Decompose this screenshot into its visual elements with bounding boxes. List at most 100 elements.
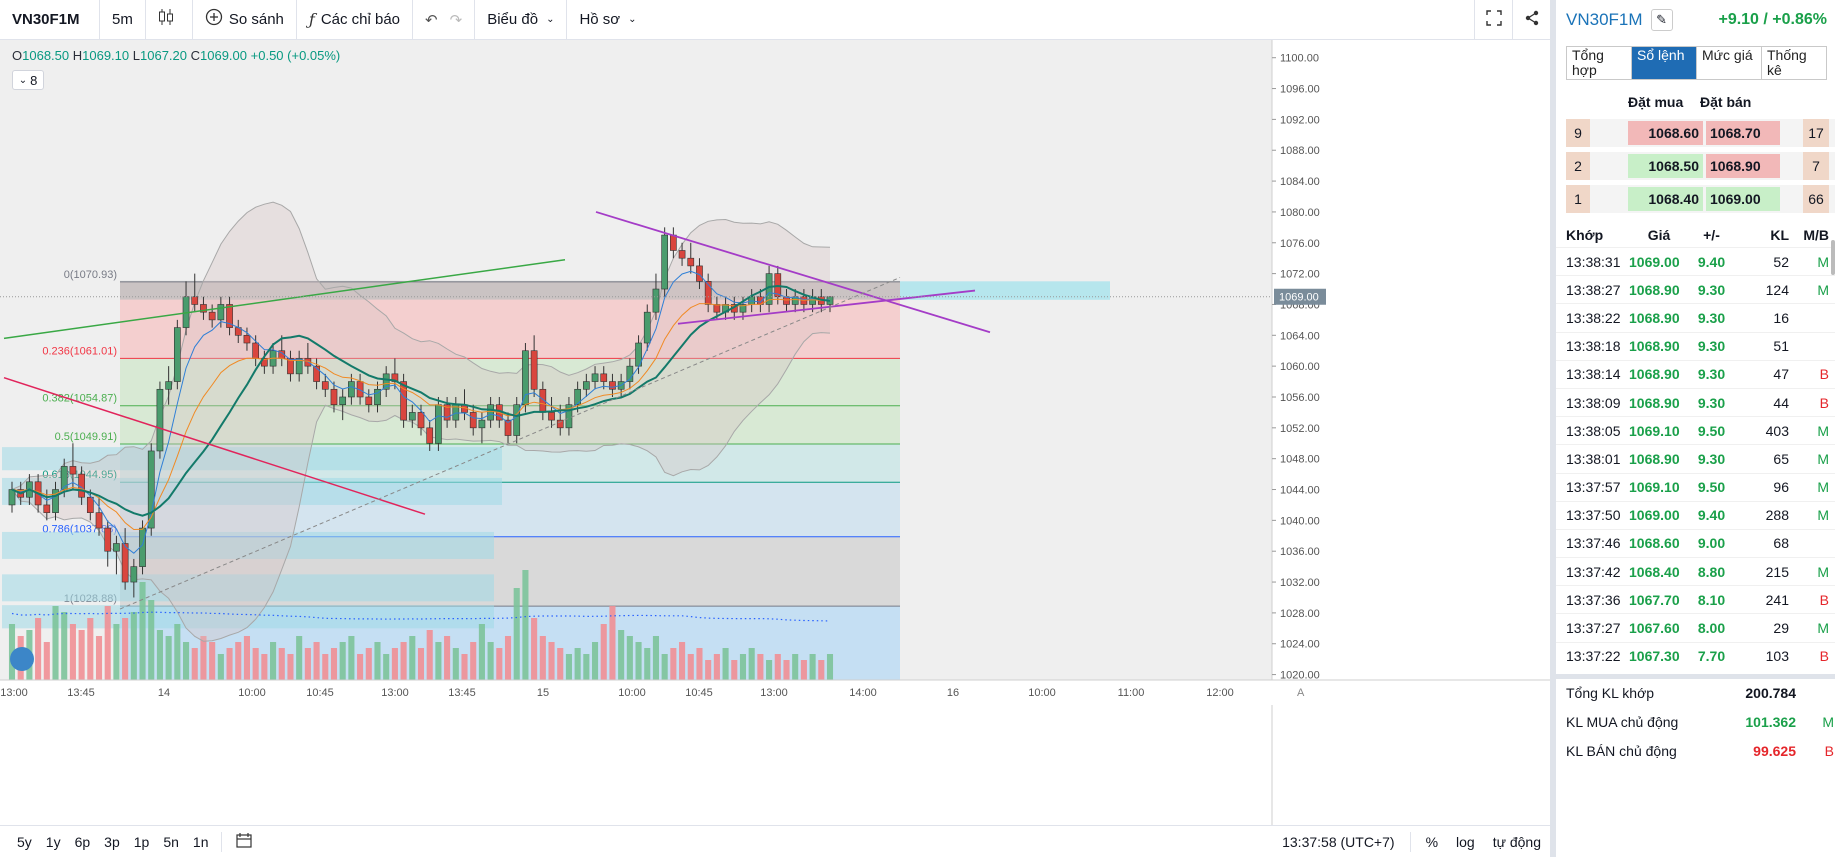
bid-price[interactable]: 1068.50: [1628, 154, 1703, 178]
summary-side: M: [1822, 714, 1834, 731]
range-button-1p[interactable]: 1p: [133, 833, 150, 850]
candle-body: [95, 512, 103, 529]
volume-bar: [496, 648, 503, 690]
candle-body: [156, 388, 164, 452]
volume-bar: [235, 642, 242, 690]
tab-0[interactable]: Tổng hợp: [1567, 47, 1632, 79]
interval-button[interactable]: 5m: [100, 0, 146, 40]
trade-row: 13:37:57 1069.10 9.50 96 M: [1556, 472, 1835, 501]
trades-time-header: Khớp: [1566, 227, 1604, 243]
bid-price[interactable]: 1068.40: [1628, 187, 1703, 211]
ask-price[interactable]: 1069.00: [1706, 187, 1780, 211]
trade-row: 13:38:09 1068.90 9.30 44 B: [1556, 387, 1835, 416]
divider: [1409, 831, 1411, 852]
chart-menu-button[interactable]: Biểu đồ ⌄: [475, 0, 568, 40]
bid-price[interactable]: 1068.60: [1628, 121, 1703, 145]
range-button-1y[interactable]: 1y: [45, 833, 61, 850]
compare-button[interactable]: So sánh: [193, 0, 297, 40]
price-tick-label: 1032.00: [1280, 577, 1320, 589]
range-button-1n[interactable]: 1n: [192, 833, 209, 850]
volume-bar: [35, 618, 42, 690]
bid-count: 1: [1566, 185, 1590, 213]
percent-scale-toggle[interactable]: %: [1425, 833, 1439, 850]
ask-price[interactable]: 1068.70: [1706, 121, 1780, 145]
time-tick-label: 13:00: [0, 687, 28, 699]
divider: [221, 831, 223, 852]
trade-change: 8.80: [1697, 563, 1726, 580]
range-button-3p[interactable]: 3p: [104, 833, 120, 850]
time-tick-label: 14: [158, 687, 170, 699]
volume-bar: [748, 648, 755, 690]
volume-bar: [357, 654, 364, 690]
share-button[interactable]: [1512, 0, 1550, 40]
trade-time: 13:38:22: [1566, 309, 1621, 326]
volume-bar: [583, 654, 590, 690]
compare-label: So sánh: [228, 11, 284, 28]
volume-bar: [61, 612, 68, 690]
chevron-down-icon: ⌄: [546, 14, 555, 25]
candle-body: [348, 381, 355, 398]
trade-time: 13:38:31: [1566, 253, 1621, 270]
trade-row: 13:37:36 1067.70 8.10 241 B: [1556, 585, 1835, 613]
ask-count: 66: [1803, 185, 1829, 213]
profile-menu-label: Hồ sơ: [579, 11, 621, 28]
tab-3[interactable]: Thống kê: [1767, 47, 1807, 78]
indicators-button[interactable]: ƒ Các chỉ báo: [297, 0, 414, 40]
edit-symbol-button[interactable]: ✎: [1650, 9, 1673, 31]
volume-bar: [722, 648, 729, 690]
panel-tabs: Tổng hợp Sổ lệnh Mức giá Thống kê: [1566, 46, 1827, 80]
candle-body: [374, 388, 381, 405]
candle-body: [530, 350, 538, 390]
volume-bar: [609, 606, 616, 690]
order-book-row: 2 1068.50 1068.90 7: [1566, 152, 1835, 180]
range-button-6p[interactable]: 6p: [74, 833, 91, 850]
trade-price: 1067.30: [1629, 648, 1680, 665]
time-tick-label: 13:00: [381, 687, 409, 699]
tab-1[interactable]: Sổ lệnh: [1632, 47, 1697, 79]
price-tick-label: 1064.00: [1280, 330, 1320, 342]
ohlc-high: 1069.10: [82, 48, 130, 63]
indicator-legend-toggle[interactable]: ⌄ 8: [12, 70, 44, 90]
range-button-5y[interactable]: 5y: [17, 833, 32, 850]
volume-bar: [670, 648, 677, 690]
profile-menu-button[interactable]: Hồ sơ ⌄: [567, 0, 648, 40]
bottom-right: 13:37:58 (UTC+7) % log tự động: [1273, 831, 1550, 852]
trades-scrollbar[interactable]: [1831, 240, 1835, 275]
candle-body: [113, 543, 120, 552]
last-price-label: 1069.00: [1279, 292, 1319, 304]
volume-bar: [409, 636, 416, 690]
price-chart[interactable]: 0(1070.93)0.236(1061.01)0.382(1054.87)0.…: [0, 40, 1550, 825]
trade-change: 9.00: [1697, 535, 1726, 552]
trade-time: 13:37:27: [1566, 620, 1621, 637]
ma-fast: [11, 270, 831, 554]
candles-icon: [158, 8, 174, 31]
chart-style-button[interactable]: [146, 0, 193, 40]
price-axis-bg: [1272, 40, 1550, 700]
trades-list[interactable]: 13:38:31 1069.00 9.40 52 M 13:38:27 1068.90 9.3…: [1556, 247, 1835, 670]
undo-icon[interactable]: ↶: [425, 11, 438, 29]
time-tick-label: 10:00: [1028, 687, 1056, 699]
trades-side-header: M/B: [1803, 227, 1829, 243]
volume-bar: [400, 642, 407, 690]
chevron-down-icon: ⌄: [628, 14, 637, 25]
symbol-search-button[interactable]: VN30F1M: [0, 0, 100, 40]
log-scale-toggle[interactable]: log: [1456, 833, 1475, 850]
volume-bar: [226, 648, 233, 690]
ask-price[interactable]: 1068.90: [1706, 154, 1780, 178]
auto-scale-toggle[interactable]: tự động: [1492, 833, 1541, 850]
candle-body: [739, 304, 747, 313]
candle-body: [313, 365, 320, 382]
tab-2[interactable]: Mức giá: [1697, 47, 1762, 79]
candle-body: [208, 311, 216, 321]
trade-price: 1068.60: [1629, 535, 1680, 552]
range-button-5n[interactable]: 5n: [163, 833, 179, 850]
calendar-icon[interactable]: [228, 832, 260, 851]
summary-row: KL BÁN chủ động 99.625 B: [1556, 737, 1835, 766]
candle-body: [469, 412, 477, 429]
redo-icon[interactable]: ↷: [449, 11, 463, 29]
candle-body: [600, 373, 608, 382]
candle-body: [173, 327, 181, 382]
fullscreen-button[interactable]: [1474, 0, 1512, 40]
chart-area[interactable]: 0(1070.93) 0.236(1061.01) 0.382(1054.87) 0.…: [0, 40, 1550, 825]
trendline-purple-lower: [677, 289, 976, 325]
